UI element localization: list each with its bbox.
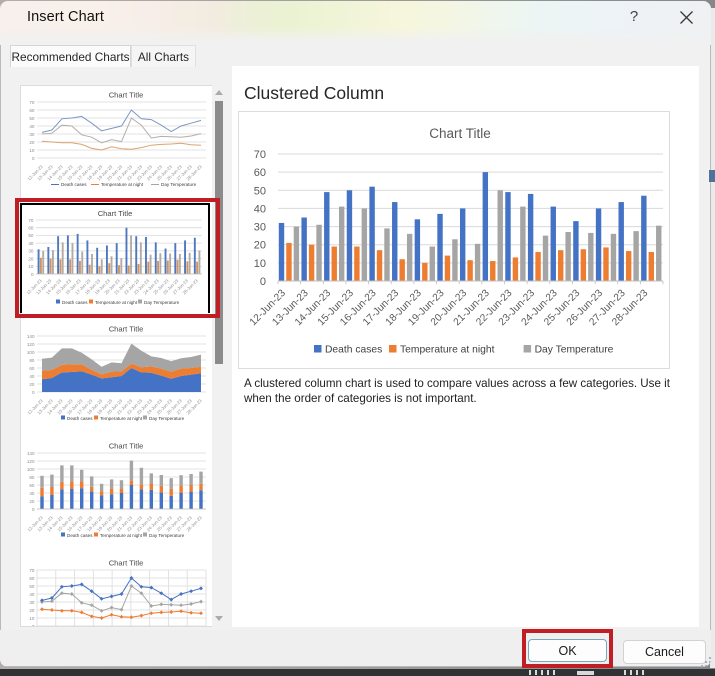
svg-text:20: 20 bbox=[254, 240, 266, 252]
svg-text:80: 80 bbox=[29, 358, 35, 363]
svg-text:Day Temperature: Day Temperature bbox=[161, 182, 197, 187]
svg-text:50: 50 bbox=[29, 584, 35, 589]
svg-text:Day Temperature: Day Temperature bbox=[149, 533, 185, 538]
svg-text:120: 120 bbox=[27, 342, 35, 347]
svg-text:60: 60 bbox=[28, 226, 34, 231]
svg-text:Temperature at night: Temperature at night bbox=[100, 416, 143, 421]
svg-text:60: 60 bbox=[29, 366, 35, 371]
svg-text:Chart Title: Chart Title bbox=[429, 126, 491, 141]
svg-text:Day Temperature: Day Temperature bbox=[149, 416, 185, 421]
svg-text:40: 40 bbox=[29, 491, 35, 496]
svg-text:Death cases: Death cases bbox=[62, 300, 88, 305]
svg-text:100: 100 bbox=[27, 467, 35, 472]
svg-text:Chart Title: Chart Title bbox=[109, 442, 144, 451]
svg-text:50: 50 bbox=[29, 116, 35, 121]
svg-text:60: 60 bbox=[29, 483, 35, 488]
svg-text:10: 10 bbox=[29, 616, 35, 621]
svg-text:20: 20 bbox=[28, 256, 34, 261]
svg-text:140: 140 bbox=[27, 451, 35, 456]
svg-text:Temperature at night: Temperature at night bbox=[95, 300, 138, 305]
svg-text:70: 70 bbox=[29, 568, 35, 573]
svg-text:Death cases: Death cases bbox=[325, 345, 382, 356]
svg-text:Temperature at night: Temperature at night bbox=[100, 533, 143, 538]
svg-text:Day Temperature: Day Temperature bbox=[144, 300, 180, 305]
svg-text:70: 70 bbox=[28, 218, 34, 223]
svg-text:20: 20 bbox=[29, 140, 35, 145]
svg-text:0: 0 bbox=[32, 156, 35, 161]
svg-text:Day Temperature: Day Temperature bbox=[535, 345, 614, 356]
svg-text:0: 0 bbox=[32, 390, 35, 395]
svg-text:70: 70 bbox=[254, 149, 266, 161]
svg-text:Chart Title: Chart Title bbox=[98, 209, 133, 218]
svg-text:60: 60 bbox=[254, 167, 266, 179]
svg-text:60: 60 bbox=[29, 576, 35, 581]
svg-text:100: 100 bbox=[27, 350, 35, 355]
svg-text:10: 10 bbox=[28, 264, 34, 269]
svg-text:10: 10 bbox=[29, 148, 35, 153]
svg-text:Death cases: Death cases bbox=[61, 182, 87, 187]
svg-text:60: 60 bbox=[29, 108, 35, 113]
svg-text:80: 80 bbox=[29, 475, 35, 480]
svg-text:30: 30 bbox=[29, 600, 35, 605]
svg-text:20: 20 bbox=[29, 499, 35, 504]
svg-text:Death cases: Death cases bbox=[67, 533, 93, 538]
svg-text:Chart Title: Chart Title bbox=[109, 325, 144, 334]
svg-text:50: 50 bbox=[28, 233, 34, 238]
svg-text:0: 0 bbox=[32, 507, 35, 512]
svg-text:40: 40 bbox=[29, 124, 35, 129]
svg-text:0: 0 bbox=[260, 276, 266, 288]
svg-text:Temperature at night: Temperature at night bbox=[101, 182, 144, 187]
svg-text:40: 40 bbox=[29, 592, 35, 597]
svg-text:20: 20 bbox=[29, 382, 35, 387]
svg-text:Chart Title: Chart Title bbox=[109, 559, 144, 568]
svg-text:120: 120 bbox=[27, 459, 35, 464]
svg-text:30: 30 bbox=[254, 222, 266, 234]
svg-text:50: 50 bbox=[254, 185, 266, 197]
svg-text:40: 40 bbox=[28, 241, 34, 246]
svg-text:Chart Title: Chart Title bbox=[109, 91, 144, 100]
svg-text:Temperature at night: Temperature at night bbox=[400, 345, 495, 356]
svg-text:Death cases: Death cases bbox=[67, 416, 93, 421]
svg-text:0: 0 bbox=[31, 272, 34, 277]
svg-text:30: 30 bbox=[29, 132, 35, 137]
svg-text:20: 20 bbox=[29, 608, 35, 613]
svg-text:140: 140 bbox=[27, 334, 35, 339]
svg-text:0: 0 bbox=[32, 624, 35, 627]
svg-text:30: 30 bbox=[28, 249, 34, 254]
svg-text:70: 70 bbox=[29, 100, 35, 105]
svg-text:10: 10 bbox=[254, 258, 266, 270]
svg-text:40: 40 bbox=[254, 203, 266, 215]
svg-text:40: 40 bbox=[29, 374, 35, 379]
